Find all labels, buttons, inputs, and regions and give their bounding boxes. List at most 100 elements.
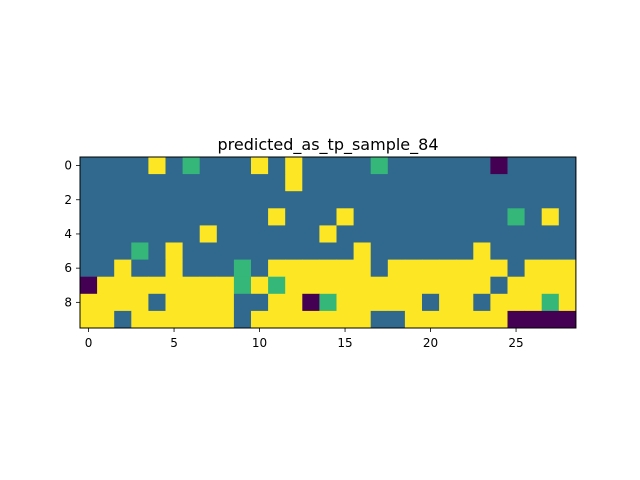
heatmap-cell — [456, 208, 474, 226]
heatmap-cell — [182, 191, 201, 209]
heatmap-cell — [541, 157, 560, 175]
heatmap-cell — [541, 276, 560, 295]
heatmap-cell — [473, 208, 491, 226]
heatmap-cell — [182, 242, 201, 260]
heatmap-cell — [473, 310, 491, 329]
heatmap-cell — [199, 157, 218, 175]
heatmap-cell — [302, 191, 320, 209]
heatmap-cell — [216, 225, 235, 243]
heatmap-cell — [439, 310, 457, 329]
heatmap-cell — [285, 276, 303, 295]
heatmap-cell — [302, 293, 320, 312]
heatmap-cell — [319, 191, 337, 209]
y-tick-label: 0 — [64, 159, 72, 173]
heatmap-cell — [319, 208, 337, 226]
heatmap-cell — [507, 259, 525, 278]
heatmap-cell — [422, 157, 440, 175]
heatmap-cell — [148, 191, 166, 209]
heatmap-cell — [490, 157, 508, 175]
heatmap-cell — [251, 310, 269, 329]
heatmap-cell — [336, 157, 354, 175]
heatmap-cell — [165, 293, 183, 312]
heatmap-cell — [439, 191, 457, 209]
heatmap-cell — [233, 310, 252, 329]
heatmap-cell — [404, 191, 423, 209]
heatmap-cell — [387, 174, 406, 192]
heatmap-cell — [404, 208, 423, 226]
heatmap-cell — [524, 157, 543, 175]
heatmap-cell — [165, 310, 183, 329]
heatmap-cell — [370, 293, 389, 312]
heatmap-cell — [490, 293, 508, 312]
heatmap-cell — [370, 157, 389, 175]
heatmap-cell — [541, 191, 560, 209]
heatmap-cell — [456, 225, 474, 243]
heatmap-cell — [182, 310, 201, 329]
chart-title: predicted_as_tp_sample_84 — [218, 135, 439, 155]
heatmap-cell — [353, 208, 372, 226]
heatmap-cell — [456, 191, 474, 209]
heatmap-cell — [114, 276, 132, 295]
heatmap-cell — [336, 242, 354, 260]
heatmap-cell — [199, 242, 218, 260]
heatmap-cell — [507, 174, 525, 192]
heatmap-cell — [302, 174, 320, 192]
heatmap-cell — [319, 242, 337, 260]
heatmap-cell — [165, 242, 183, 260]
heatmap-cell — [268, 259, 286, 278]
heatmap-cell — [456, 157, 474, 175]
heatmap-cell — [404, 310, 423, 329]
heatmap-cell — [558, 259, 577, 278]
heatmap-cell — [422, 242, 440, 260]
heatmap-cell — [233, 242, 252, 260]
heatmap-cell — [336, 225, 354, 243]
heatmap-cell — [319, 225, 337, 243]
heatmap-cell — [456, 293, 474, 312]
heatmap-cell — [439, 259, 457, 278]
heatmap-cell — [422, 191, 440, 209]
heatmap-cell — [131, 225, 149, 243]
heatmap-cell — [302, 259, 320, 278]
heatmap-cell — [473, 191, 491, 209]
heatmap-cell — [456, 259, 474, 278]
heatmap-cell — [387, 242, 406, 260]
heatmap-cell — [165, 191, 183, 209]
heatmap-cell — [216, 174, 235, 192]
heatmap-cell — [524, 276, 543, 295]
heatmap-cell — [148, 208, 166, 226]
heatmap-cell — [541, 293, 560, 312]
heatmap-cell — [541, 310, 560, 329]
heatmap-cell — [285, 242, 303, 260]
heatmap-cell — [336, 191, 354, 209]
heatmap-cell — [558, 310, 577, 329]
heatmap-cell — [507, 310, 525, 329]
heatmap-cell — [524, 310, 543, 329]
heatmap-cell — [422, 259, 440, 278]
heatmap-cell — [97, 157, 115, 175]
heatmap-cell — [182, 276, 201, 295]
heatmap-cell — [319, 276, 337, 295]
heatmap-cell — [370, 242, 389, 260]
heatmap-cell — [439, 157, 457, 175]
heatmap-cell — [490, 259, 508, 278]
heatmap-cell — [97, 208, 115, 226]
heatmap-cell — [80, 276, 98, 295]
heatmap-cell — [319, 157, 337, 175]
heatmap-cell — [251, 293, 269, 312]
heatmap-cell — [524, 191, 543, 209]
heatmap-cell — [182, 225, 201, 243]
heatmap-cell — [473, 242, 491, 260]
y-tick-label: 8 — [64, 295, 72, 309]
heatmap-cell — [387, 208, 406, 226]
heatmap-cell — [370, 276, 389, 295]
x-tick-label: 10 — [252, 336, 267, 350]
heatmap-cell — [268, 157, 286, 175]
heatmap-cell — [114, 259, 132, 278]
heatmap-cell — [422, 174, 440, 192]
heatmap-cell — [353, 225, 372, 243]
heatmap-cell — [251, 259, 269, 278]
heatmap-cell — [370, 310, 389, 329]
heatmap-cell — [233, 174, 252, 192]
plot-frame — [79, 156, 577, 329]
